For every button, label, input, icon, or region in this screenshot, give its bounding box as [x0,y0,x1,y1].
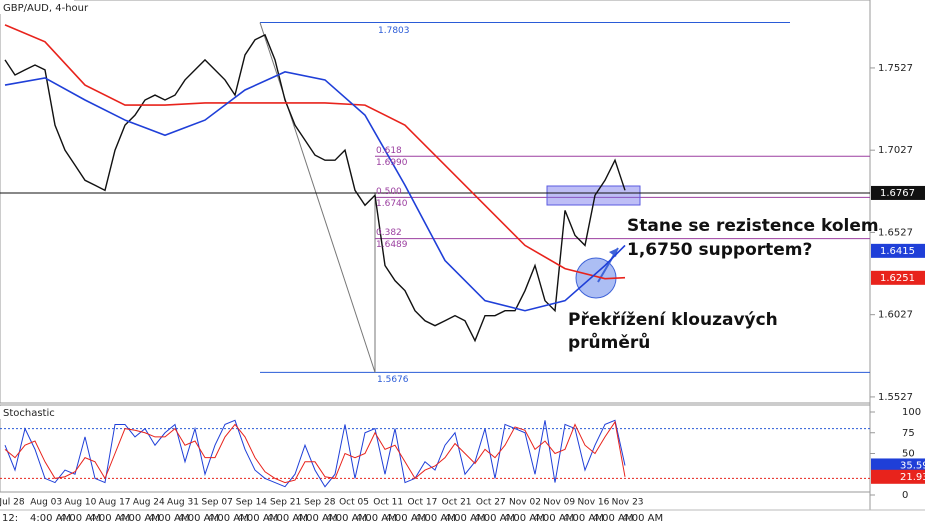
x-tick-label: Sep 07 [202,498,233,508]
fib-ratio: 0.382 [376,228,402,238]
fib-value: 1.6489 [376,240,408,250]
time-row-label: 4:00 AM [267,513,308,524]
title-bg [0,0,74,14]
main-layer [0,22,870,373]
stoch-tag-label: 21.93 [900,472,925,483]
y-tick-label: 1.6527 [878,227,913,238]
time-row-label: 4:00 AM [622,513,663,524]
price-line [4,71,626,312]
time-row-label: 4:00 AM [385,513,426,524]
stoch-tick-label: 50 [902,449,915,460]
x-tick-label: Oct 11 [373,498,403,508]
time-row-label: 4:00 AM [208,513,249,524]
time-row-label: 12: [2,513,18,524]
x-tick-label: Sep 14 [236,498,268,508]
y-tick-label: 1.7027 [878,145,913,156]
time-row-label: 4:00 AM [356,513,397,524]
x-tick-label: Nov 16 [577,498,609,508]
x-tick-label: Sep 28 [304,498,336,508]
price-tag [871,270,925,285]
y-tick-label: 1.6027 [878,310,913,321]
time-row-label: 4:00 AM [178,513,219,524]
stoch-title-bg [0,406,46,419]
time-row-label: 4:00 AM [415,513,456,524]
time-row-label: 4:00 AM [296,513,337,524]
price-tag-label: 1.6251 [880,273,915,284]
main-panel [0,0,871,404]
time-row-label: 4:00 AM [89,513,130,524]
fib-value: 1.6740 [376,199,408,209]
x-tick-label: Jul 28 [0,498,25,508]
annotation: Stane se rezistence kolem [627,216,879,236]
stoch-tick-label: 75 [902,428,915,439]
fib-ratio: 0.500 [376,187,402,197]
time-row-label: 4:00 AM [148,513,189,524]
x-tick-label: Nov 23 [612,498,644,508]
x-tick-label: Sep 21 [270,498,301,508]
fib-value: 1.6990 [376,158,408,168]
annotation: 1,6750 supportem? [627,240,812,260]
stoch-line [4,420,626,484]
x-tick-label: Aug 10 [64,498,96,508]
x-tick-label: Aug 17 [99,498,131,508]
stoch-tag [871,469,925,484]
time-row-label: 4:00 AM [30,513,71,524]
swing-low-label: 1.5676 [377,375,409,385]
stoch-tick-label: 100 [902,407,921,418]
x-tick-label: Aug 31 [167,498,199,508]
trend-line [259,22,376,373]
overlay-layer: 1.7527 1.7027 1.6527 1.6027 1.5527 1.7803 1.56… [0,26,925,524]
stoch-line [4,419,626,488]
swing-high-label: 1.7803 [378,26,410,36]
stoch-tag-label: 35.59 [900,460,925,471]
price-tag-label: 1.6767 [880,188,915,199]
x-tick-label: Oct 05 [339,498,369,508]
time-row-label: 4:00 AM [60,513,101,524]
x-tick-label: Oct 17 [407,498,437,508]
time-row-label: 4:00 AM [592,513,633,524]
chart-title: GBP/AUD, 4-hour [3,3,89,14]
time-row-label: 4:00 AM [326,513,367,524]
price-line [4,33,626,343]
y-tick-label: 1.5527 [878,392,913,403]
stoch-panel [0,404,871,493]
x-tick-label: Nov 02 [509,498,541,508]
stoch-layer [0,419,870,488]
x-tick-label: Nov 09 [543,498,575,508]
stoch-tag [871,458,925,473]
fib-ratio: 0.618 [376,146,402,156]
price-tag-label: 1.6415 [880,246,915,257]
stoch-title: Stochastic [3,408,55,419]
time-row-label: 4:00 AM [504,513,545,524]
time-row-label: 4:00 AM [119,513,160,524]
time-row-label: 4:00 AM [563,513,604,524]
time-row-label: 4:00 AM [444,513,485,524]
stoch-tick-label: 0 [902,490,908,501]
annotation: průměrů [568,331,650,353]
x-tick-label: Oct 21 [442,498,472,508]
price-tag [871,243,925,258]
time-row-label: 4:00 AM [533,513,574,524]
price-tag [871,185,925,200]
x-tick-label: Aug 03 [30,498,62,508]
x-tick-label: Aug 24 [133,498,165,508]
x-tick-label: Oct 27 [476,498,506,508]
time-row-label: 4:00 AM [474,513,515,524]
annotation: Překřížení klouzavých [568,310,778,330]
time-row-label: 4:00 AM [237,513,278,524]
y-tick-label: 1.7527 [878,63,913,74]
price-line [4,24,626,280]
